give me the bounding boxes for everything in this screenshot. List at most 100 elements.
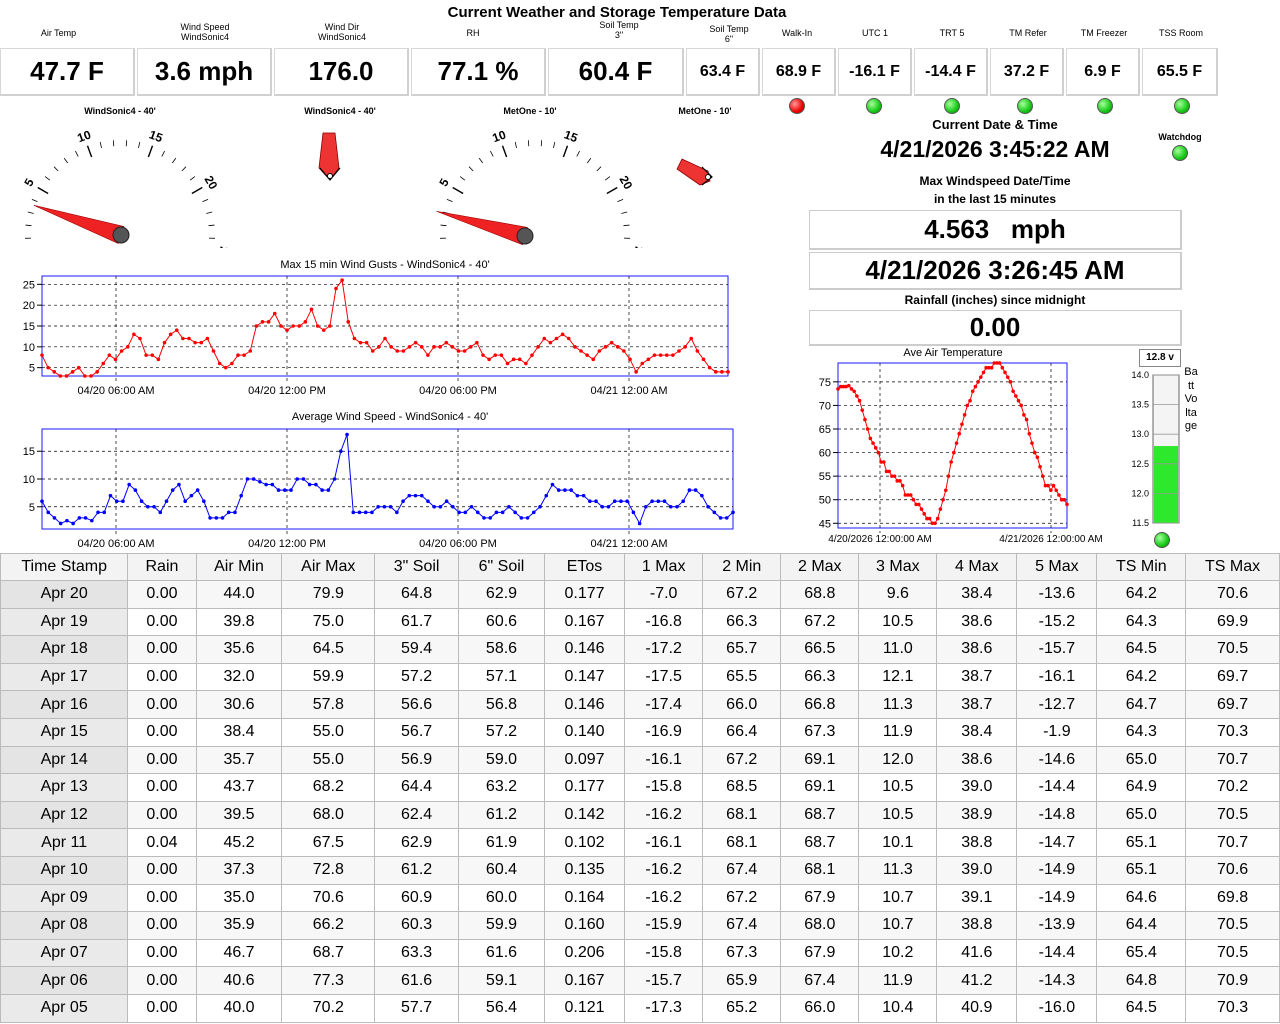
table-cell: 0.00 bbox=[127, 800, 197, 830]
gauge-tick bbox=[138, 141, 141, 149]
table-cell: 35.6 bbox=[195, 635, 283, 664]
data-point bbox=[925, 516, 929, 521]
gauge-tick bbox=[623, 224, 630, 227]
y-tick-label: 5 bbox=[29, 363, 35, 375]
data-point bbox=[887, 469, 891, 474]
data-point bbox=[377, 345, 381, 349]
data-point bbox=[884, 469, 889, 474]
data-point bbox=[935, 516, 940, 521]
table-cell: 56.9 bbox=[374, 745, 460, 775]
data-point bbox=[413, 493, 418, 498]
data-point bbox=[370, 510, 374, 515]
table-cell: 64.9 bbox=[1096, 773, 1187, 802]
data-point bbox=[879, 460, 883, 464]
data-point bbox=[693, 488, 698, 492]
data-point bbox=[58, 521, 63, 526]
data-point bbox=[309, 307, 314, 312]
data-point bbox=[622, 349, 626, 353]
table-cell: 38.4 bbox=[936, 580, 1018, 609]
data-point bbox=[138, 336, 142, 341]
table-cell: 61.6 bbox=[374, 966, 460, 995]
gauge-tick bbox=[440, 224, 447, 227]
table-cell: 68.7 bbox=[281, 938, 376, 968]
table-cell: 12.0 bbox=[858, 745, 938, 775]
table-cell: 70.3 bbox=[1185, 717, 1280, 747]
data-point bbox=[922, 512, 927, 516]
data-point bbox=[127, 482, 131, 487]
gauge-tick bbox=[606, 186, 618, 195]
data-point bbox=[903, 493, 908, 497]
data-point bbox=[494, 510, 499, 515]
table-cell: 10.7 bbox=[858, 883, 938, 913]
battery-fill bbox=[1154, 446, 1178, 523]
row-date-cell: Apr 05 bbox=[0, 993, 129, 1023]
table-cell: -13.9 bbox=[1016, 911, 1098, 940]
column-header: Rain bbox=[127, 553, 197, 581]
avg-wind-chart-title: Average Wind Speed - WindSonic4 - 40' bbox=[291, 411, 489, 423]
data-point bbox=[606, 504, 611, 509]
table-cell: 66.5 bbox=[780, 635, 860, 664]
table-cell: 67.9 bbox=[780, 938, 860, 968]
data-point bbox=[401, 349, 406, 353]
data-point bbox=[258, 479, 262, 484]
data-point bbox=[1051, 483, 1056, 488]
table-cell: 35.9 bbox=[195, 911, 283, 940]
data-point bbox=[164, 499, 169, 504]
data-point bbox=[181, 336, 185, 341]
data-point bbox=[108, 493, 113, 498]
table-cell: 10.2 bbox=[858, 938, 938, 968]
column-header: 6" Soil bbox=[458, 553, 545, 581]
data-point bbox=[591, 357, 596, 362]
data-point bbox=[965, 403, 970, 408]
gauge1-scale: 0510152025 bbox=[21, 127, 231, 248]
table-cell: 56.6 bbox=[374, 690, 460, 719]
table-cell: 64.5 bbox=[281, 635, 376, 664]
data-point bbox=[892, 474, 897, 478]
data-point bbox=[689, 336, 694, 341]
wind-speed-label: Wind Speed WindSonic4 bbox=[180, 22, 230, 42]
table-cell: 38.6 bbox=[936, 607, 1018, 637]
table-cell: 70.3 bbox=[1185, 993, 1280, 1023]
gauge-tick bbox=[25, 224, 32, 227]
data-point bbox=[205, 336, 210, 341]
data-point bbox=[301, 477, 306, 481]
data-point bbox=[177, 482, 181, 487]
data-point bbox=[671, 353, 675, 357]
air-temp-label: Air Temp bbox=[40, 28, 77, 38]
x-tick-label: 04/20 06:00 PM bbox=[419, 385, 497, 397]
daily-summary-table: Time Stamp Rain Air Min Air Max 3" Soil 6" So… bbox=[0, 553, 1280, 1023]
table-cell: 0.00 bbox=[127, 662, 197, 692]
table-cell: -16.2 bbox=[624, 800, 704, 830]
table-cell: 38.8 bbox=[936, 911, 1018, 940]
gauge-tick bbox=[161, 150, 165, 157]
data-point bbox=[146, 504, 150, 509]
vane2-tail bbox=[701, 166, 713, 186]
data-point bbox=[46, 365, 50, 370]
soil6-value: 63.4 F bbox=[686, 48, 760, 96]
data-point bbox=[291, 324, 295, 328]
data-point bbox=[619, 499, 623, 504]
row-date-cell: Apr 11 bbox=[0, 828, 129, 857]
table-cell: 0.00 bbox=[127, 966, 197, 995]
data-point bbox=[507, 504, 511, 509]
table-row: Apr 19 0.00 39.8 75.0 61.7 60.6 0.167 -16.8 66.3… bbox=[0, 607, 1280, 637]
data-point bbox=[144, 353, 148, 357]
table-cell: 70.5 bbox=[1185, 635, 1280, 664]
row-date-cell: Apr 13 bbox=[0, 773, 129, 802]
table-cell: 65.0 bbox=[1096, 745, 1187, 775]
gauge2-scale: 0510152025 bbox=[436, 127, 646, 248]
data-point bbox=[358, 340, 363, 345]
table-cell: 69.8 bbox=[1185, 883, 1280, 913]
data-point bbox=[675, 504, 679, 509]
x-tick-label: 04/21 12:00 AM bbox=[590, 385, 667, 397]
table-cell: 69.7 bbox=[1185, 662, 1280, 692]
table-cell: 70.2 bbox=[1185, 773, 1280, 802]
table-cell: 58.6 bbox=[458, 635, 545, 664]
data-point bbox=[457, 510, 461, 515]
gauge-tick bbox=[53, 166, 59, 172]
gauge-tick-label: 15 bbox=[147, 127, 165, 145]
data-point bbox=[1022, 413, 1026, 417]
table-row: Apr 06 0.00 40.6 77.3 61.6 59.1 0.167 -15.7 65.9… bbox=[0, 966, 1280, 995]
row-date-cell: Apr 12 bbox=[0, 800, 129, 830]
table-cell: 0.167 bbox=[543, 607, 626, 637]
